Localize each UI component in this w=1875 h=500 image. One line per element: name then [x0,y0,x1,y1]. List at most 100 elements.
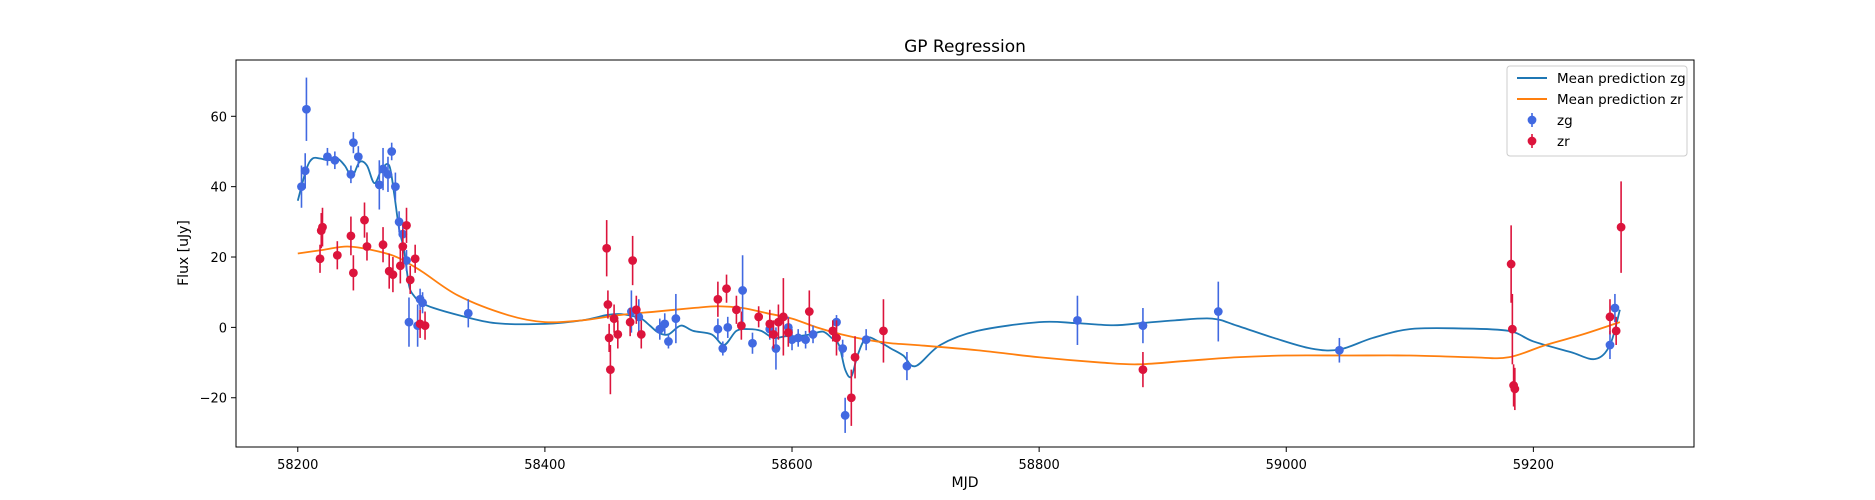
x-tick-label: 58200 [277,458,318,473]
zg-point [664,337,673,346]
zg-point [808,330,818,339]
plot-area [235,59,1695,448]
zr-point [769,330,778,339]
zg-point [1073,315,1082,325]
zr-point [315,254,325,264]
zr-point [602,243,612,253]
zg-point [300,166,310,176]
zg-point [748,338,757,348]
zr-point [613,330,623,339]
zr-point [1138,365,1148,374]
zg-point [374,180,384,190]
y-tick-label: 60 [210,110,227,125]
zg-point [838,344,848,353]
plot-frame [235,59,1695,448]
legend-marker-swatch [1527,136,1537,146]
zg-point [387,147,397,156]
legend-box [1506,65,1688,157]
zg-point [1213,307,1223,316]
y-axis-label: Flux [uJy] [176,220,192,286]
zr-point [722,284,731,294]
zg-point [402,256,411,265]
legend-label: zr [1557,134,1570,150]
zg-point [1610,303,1620,313]
legend-label: Mean prediction zg [1557,71,1686,87]
zg-point [840,410,850,420]
zg-point [671,314,681,323]
zr-point [318,222,327,232]
zg-point [348,138,358,148]
x-tick-label: 59200 [1513,458,1554,473]
zg-point [404,317,414,327]
zr-point [605,365,615,374]
zr-point [850,352,860,362]
zg-point [383,169,393,179]
zg-point [463,308,473,318]
zr-point [778,312,788,322]
legend-marker-swatch [1527,115,1537,125]
legend-label: zg [1557,113,1573,129]
zr-point [609,314,619,323]
zr-point [736,321,746,331]
zr-point [804,307,814,316]
zr-point [1506,259,1516,269]
zr-point [1605,312,1615,322]
zr-point [765,319,775,329]
zg-point [394,217,404,227]
zr-point [631,305,641,315]
zg-point [302,104,311,114]
zr-point [346,231,356,241]
zr-point [754,312,764,322]
zg-point [346,169,356,179]
zg-point [738,286,747,295]
zr-point [348,268,358,278]
zr-point [828,326,838,336]
zr-point [1616,222,1626,232]
legend-label: Mean prediction zr [1557,92,1683,108]
zr-point [332,250,342,260]
line-mean-prediction-zr [297,245,1621,366]
x-axis-label: MJD [952,475,979,491]
prediction-lines [296,156,1621,379]
zg-point [353,152,363,162]
y-tick-label: 0 [219,321,227,336]
zr-point [405,275,415,285]
x-tick-label: 58800 [1018,458,1059,473]
zr-point [410,254,420,264]
zg-point [718,344,728,353]
zr-point [636,330,646,339]
y-axis: −20 0 20 40 60 [200,110,236,407]
zr-point [378,240,388,250]
zr-point [402,220,411,230]
zg-point [801,335,811,345]
zg-point [861,335,871,345]
zr-point [1507,324,1517,334]
zr-point [713,294,723,304]
zg-point [723,322,733,332]
x-tick-label: 59000 [1266,458,1307,473]
zg-point [1334,345,1344,355]
zg-point [713,324,723,334]
y-tick-label: 20 [210,251,227,266]
zr-point [398,242,408,251]
zg-point [330,155,340,165]
zg-point [390,182,400,192]
zr-point [360,215,369,225]
zr-point [732,305,741,315]
x-axis: 58200 58400 58600 58800 59000 59200 [277,447,1554,473]
zr-point [362,242,372,251]
zg-point [1138,321,1148,331]
x-tick-label: 58400 [524,458,565,473]
zr-point [420,321,430,331]
zr-point [603,300,613,309]
zr-point [846,393,856,403]
zr-point [625,317,635,327]
zr-point [604,333,614,343]
zr-point [832,333,841,343]
y-tick-label: −20 [200,392,227,407]
zg-point [297,182,306,192]
zg-point [323,152,332,162]
data-points [297,77,1626,433]
zg-point [793,333,803,343]
